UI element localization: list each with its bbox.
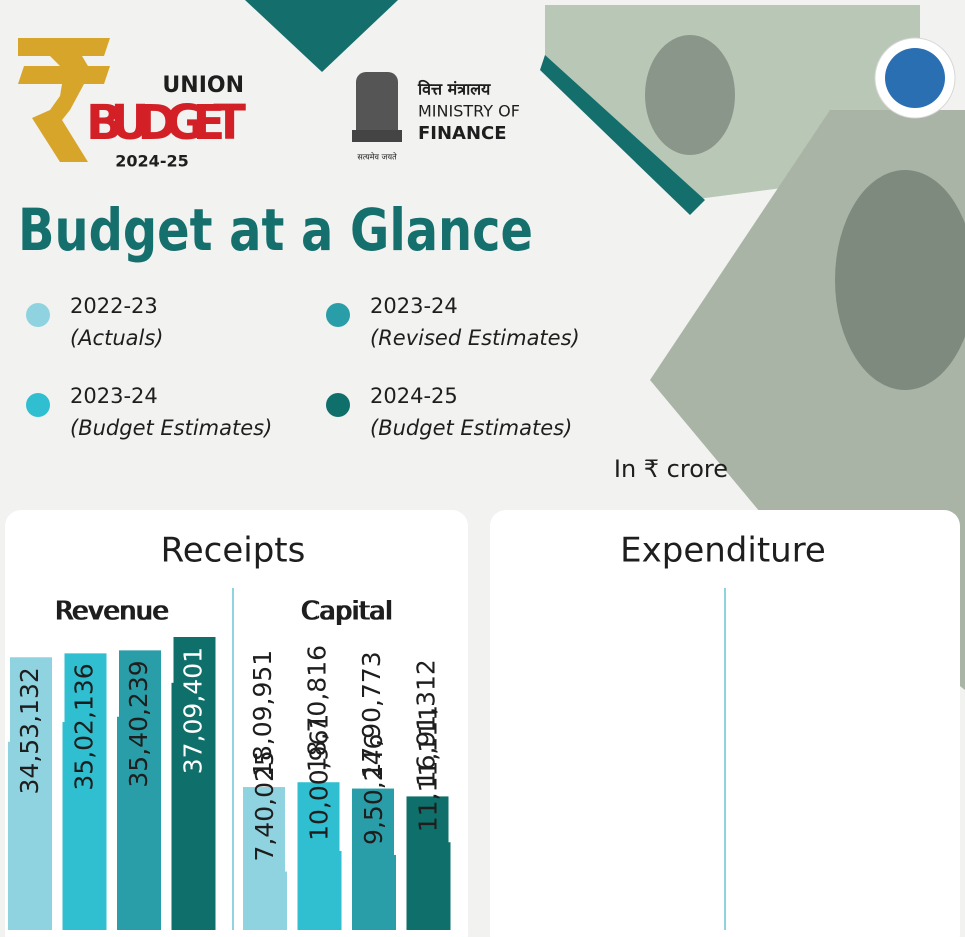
group-label: Capital — [300, 597, 391, 627]
logo-budget: BUDGET — [86, 95, 246, 151]
panel-title: Expenditure — [620, 531, 826, 571]
legend-note: (Budget Estimates) — [370, 416, 572, 440]
legend-swatch — [26, 303, 50, 327]
panel-title: Receipts — [161, 531, 306, 571]
value-label: 17,90,773 — [357, 651, 386, 778]
value-label: 7,40,025 — [250, 750, 279, 861]
bar — [64, 653, 107, 930]
legend-note: (Revised Estimates) — [370, 326, 580, 350]
ministry-hindi: वित्त मंत्रालय — [417, 80, 491, 99]
legend-name: 2022-23 — [70, 294, 158, 318]
legend-note: (Budget Estimates) — [70, 416, 272, 440]
value-label: 35,02,136 — [70, 663, 99, 790]
page-title: Budget at a Glance — [18, 196, 533, 264]
value-label: 9,50,246 — [359, 734, 388, 845]
legend-swatch — [26, 393, 50, 417]
logo-union: UNION — [162, 73, 244, 98]
legend-name: 2023-24 — [70, 384, 158, 408]
value-label: 37,09,401 — [179, 647, 208, 774]
emblem-motto: सत्यमेव जयते — [357, 152, 397, 162]
legend-note: (Actuals) — [70, 326, 164, 350]
legend-name: 2024-25 — [370, 384, 458, 408]
group-label: Revenue — [54, 597, 167, 627]
bar — [10, 657, 52, 930]
emblem — [352, 72, 402, 142]
bar — [299, 850, 342, 930]
ministry-line1: MINISTRY OF — [418, 102, 520, 121]
legend-swatch — [326, 393, 350, 417]
bar — [245, 871, 287, 930]
logo-year: 2024-25 — [115, 152, 188, 171]
legend-name: 2023-24 — [370, 294, 458, 318]
bar — [173, 637, 216, 930]
bar — [119, 650, 161, 930]
value-label: 16,91,312 — [412, 659, 441, 786]
rupee-logo — [18, 38, 110, 162]
legend-swatch — [326, 303, 350, 327]
bar — [408, 842, 451, 930]
value-label: 34,53,132 — [15, 667, 44, 794]
value-label: 35,40,239 — [124, 660, 153, 787]
decor-triangle — [245, 0, 398, 72]
value-label: 10,00,961 — [305, 714, 334, 841]
ministry-line2: FINANCE — [418, 123, 507, 144]
bar — [354, 854, 396, 930]
value-label: 11,11,111 — [414, 705, 443, 832]
group-label: Revenue — [56, 597, 169, 627]
unit-label: In ₹ crore — [614, 455, 728, 483]
value-label: 18,09,951 — [248, 650, 277, 777]
value-label: 18,70,816 — [303, 645, 332, 772]
group-label: Capital — [302, 597, 393, 627]
